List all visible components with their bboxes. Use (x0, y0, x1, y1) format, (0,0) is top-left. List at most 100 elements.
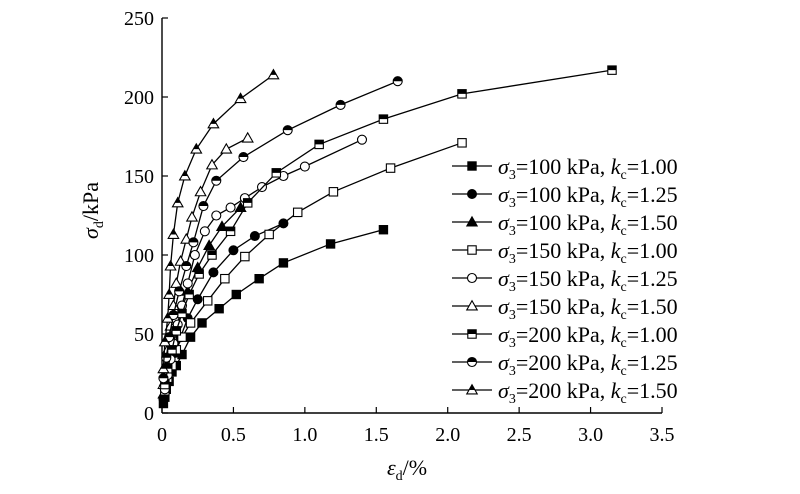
data-point (161, 311, 174, 323)
data-point (228, 245, 239, 256)
plot-area: 0 0.5 1.0 1.5 2.0 2.5 3.0 3.5 0 50 100 150 200 250 (124, 8, 675, 446)
legend-item: σ3=150 kPa, kc=1.25 (452, 266, 678, 295)
data-point (205, 158, 219, 170)
legend-label: σ3=200 kPa, kc=1.25 (498, 350, 678, 379)
data-point (282, 125, 293, 136)
data-point (242, 198, 253, 208)
data-point (211, 210, 222, 221)
y-tick-label: 250 (124, 8, 154, 30)
data-point (170, 277, 183, 288)
data-point (190, 142, 203, 154)
data-point (194, 185, 207, 197)
legend-item: σ3=150 kPa, kc=1.00 (452, 238, 678, 267)
data-point (249, 231, 260, 242)
data-point (177, 308, 187, 319)
data-point (171, 196, 184, 208)
data-point (215, 220, 229, 231)
legend-item: σ3=100 kPa, kc=1.25 (452, 182, 678, 211)
data-point (207, 250, 217, 260)
data-point (214, 304, 224, 314)
data-point (299, 161, 310, 172)
series-4 (160, 138, 467, 396)
legend-item: σ3=200 kPa, kc=1.25 (452, 350, 678, 379)
data-point (197, 318, 207, 328)
data-point (457, 138, 467, 148)
y-tick-label: 150 (124, 166, 154, 188)
data-point (185, 210, 199, 222)
data-point (225, 202, 236, 213)
legend-label: σ3=200 kPa, kc=1.00 (498, 322, 678, 351)
data-point (158, 335, 172, 347)
data-point (231, 289, 241, 300)
legend-marker (465, 215, 479, 227)
data-point (161, 352, 172, 363)
legend-label: σ3=150 kPa, kc=1.25 (498, 266, 678, 295)
legend-item: σ3=100 kPa, kc=1.50 (452, 210, 678, 239)
legend-label: σ3=200 kPa, kc=1.50 (498, 378, 678, 407)
data-point (238, 151, 249, 163)
data-point (181, 261, 192, 272)
y-tick-label: 100 (124, 245, 154, 267)
legend-label: σ3=100 kPa, kc=1.00 (498, 154, 678, 183)
data-point (378, 225, 389, 235)
series-5 (159, 134, 368, 395)
legend-marker (466, 356, 478, 368)
data-point (207, 117, 220, 129)
legend-label: σ3=150 kPa, kc=1.00 (498, 238, 678, 267)
legend-item: σ3=100 kPa, kc=1.00 (452, 154, 678, 183)
legend-marker (467, 161, 477, 171)
data-point (178, 169, 192, 181)
x-tick-label: 1.5 (364, 424, 389, 446)
series-line (164, 142, 463, 392)
data-point (278, 258, 289, 268)
series-8 (158, 76, 403, 384)
data-point (314, 139, 324, 150)
x-tick-label: 0.5 (221, 424, 246, 446)
data-point (174, 286, 185, 297)
x-axis-ticks: 0 0.5 1.0 1.5 2.0 2.5 3.0 3.5 (157, 407, 675, 446)
data-point (162, 288, 176, 299)
data-point (202, 296, 213, 306)
data-point (271, 168, 282, 178)
series-9 (157, 68, 280, 374)
data-point (192, 294, 203, 305)
x-tick-label: 1.0 (292, 424, 317, 446)
data-point (157, 362, 170, 374)
legend-item: σ3=200 kPa, kc=1.00 (452, 322, 678, 351)
data-point (167, 345, 177, 355)
data-point (189, 249, 200, 261)
data-point (198, 200, 209, 212)
legend-marker (467, 189, 477, 199)
data-point (457, 89, 467, 99)
data-point (194, 269, 204, 279)
data-point (203, 239, 216, 250)
x-tick-label: 2.0 (435, 424, 460, 446)
y-axis-title: σd/kPa (78, 182, 107, 239)
data-point (164, 259, 177, 271)
legend-item: σ3=200 kPa, kc=1.50 (452, 378, 678, 407)
data-point (188, 237, 199, 248)
data-point (158, 373, 169, 384)
y-tick-label: 50 (134, 324, 154, 346)
data-point (264, 229, 274, 240)
data-point (241, 131, 254, 143)
x-tick-label: 3.5 (650, 424, 675, 446)
legend-marker (465, 383, 479, 395)
data-point (225, 226, 236, 237)
data-point (211, 175, 222, 186)
data-point (325, 239, 336, 249)
series-line (162, 80, 398, 379)
legend-item: σ3=150 kPa, kc=1.50 (452, 294, 678, 323)
data-point (182, 278, 193, 289)
data-point (199, 226, 210, 237)
data-point (167, 228, 180, 239)
data-point (356, 134, 368, 145)
data-point (177, 332, 187, 342)
data-point (184, 289, 194, 300)
data-point (208, 267, 219, 278)
data-point (385, 163, 396, 173)
legend-marker (465, 299, 479, 311)
data-point (220, 142, 233, 154)
